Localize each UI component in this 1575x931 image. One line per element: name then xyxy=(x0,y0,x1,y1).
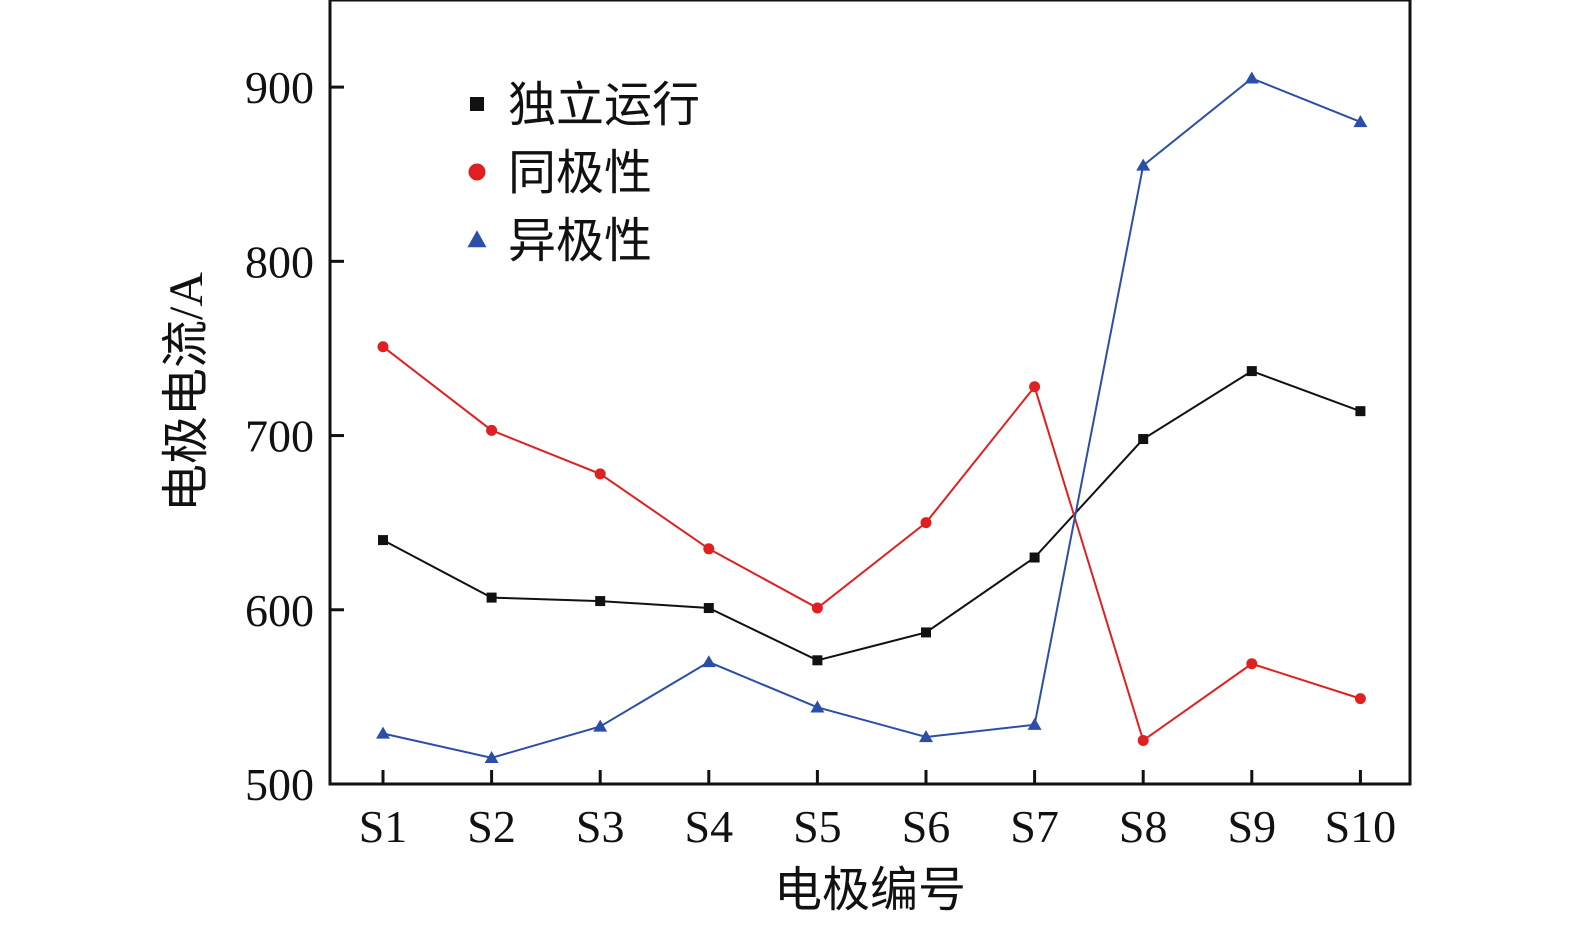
data-point xyxy=(1029,381,1041,393)
plot-frame xyxy=(328,0,1412,786)
data-point xyxy=(1353,115,1368,128)
data-point xyxy=(811,602,823,614)
data-point xyxy=(484,751,499,763)
y-axis-title: 电极电流/A xyxy=(160,272,213,512)
data-point xyxy=(921,627,931,638)
data-point xyxy=(486,592,497,603)
data-point xyxy=(1027,717,1042,730)
data-point xyxy=(376,726,390,739)
data-point xyxy=(1138,434,1149,445)
y-tick-label: 700 xyxy=(245,411,314,462)
y-tick-label: 800 xyxy=(245,236,314,287)
data-point xyxy=(1354,693,1366,705)
data-point xyxy=(1244,71,1259,84)
legend-label: 异极性 xyxy=(508,215,652,268)
data-point xyxy=(1246,658,1258,670)
series-square xyxy=(378,366,1366,666)
data-point xyxy=(920,517,932,529)
y-tick-label: 900 xyxy=(245,62,314,113)
x-tick-label: S3 xyxy=(576,801,625,852)
data-point xyxy=(919,730,933,743)
series-triangle xyxy=(376,71,1368,763)
data-point xyxy=(377,341,389,353)
data-point xyxy=(595,596,606,607)
legend-label: 独立运行 xyxy=(508,79,700,132)
y-tick-label: 600 xyxy=(245,585,314,636)
data-point xyxy=(1246,366,1257,377)
legend-marker xyxy=(470,97,484,111)
x-tick-label: S2 xyxy=(467,801,516,852)
data-point xyxy=(812,655,823,666)
data-point xyxy=(594,468,606,480)
x-tick-label: S7 xyxy=(1010,801,1059,852)
x-tick-label: S4 xyxy=(685,801,734,852)
x-tick-label: S8 xyxy=(1119,801,1168,852)
data-point xyxy=(1355,406,1366,417)
data-point xyxy=(810,700,825,713)
x-axis-title: 电极编号 xyxy=(774,864,966,917)
series-circle xyxy=(377,341,1366,746)
data-point xyxy=(1137,734,1149,746)
data-point xyxy=(1029,552,1040,563)
x-tick-label: S1 xyxy=(359,801,408,852)
data-point xyxy=(378,535,388,546)
series-line xyxy=(382,77,1361,759)
series-group xyxy=(376,71,1368,763)
x-tick-label: S5 xyxy=(793,801,842,852)
series-line xyxy=(382,369,1361,662)
data-point xyxy=(593,719,608,732)
data-point xyxy=(701,655,716,668)
legend-marker xyxy=(467,230,487,248)
legend-label: 同极性 xyxy=(508,147,652,200)
x-tick-label: S10 xyxy=(1325,801,1397,852)
legend-marker xyxy=(468,163,486,181)
data-point xyxy=(703,543,715,555)
y-tick-label: 500 xyxy=(245,759,314,810)
x-tick-label: S6 xyxy=(902,801,951,852)
y-axis-ticks: 500 600 700 800 900 xyxy=(245,62,344,810)
data-point xyxy=(1136,158,1151,171)
data-point xyxy=(486,424,498,436)
series-line xyxy=(382,345,1361,743)
x-tick-label: S9 xyxy=(1228,801,1277,852)
data-point xyxy=(703,603,714,614)
x-axis-ticks: S1 S2 S3 S4 S5 S6 S7 S8 S9 S10 xyxy=(359,770,1396,852)
